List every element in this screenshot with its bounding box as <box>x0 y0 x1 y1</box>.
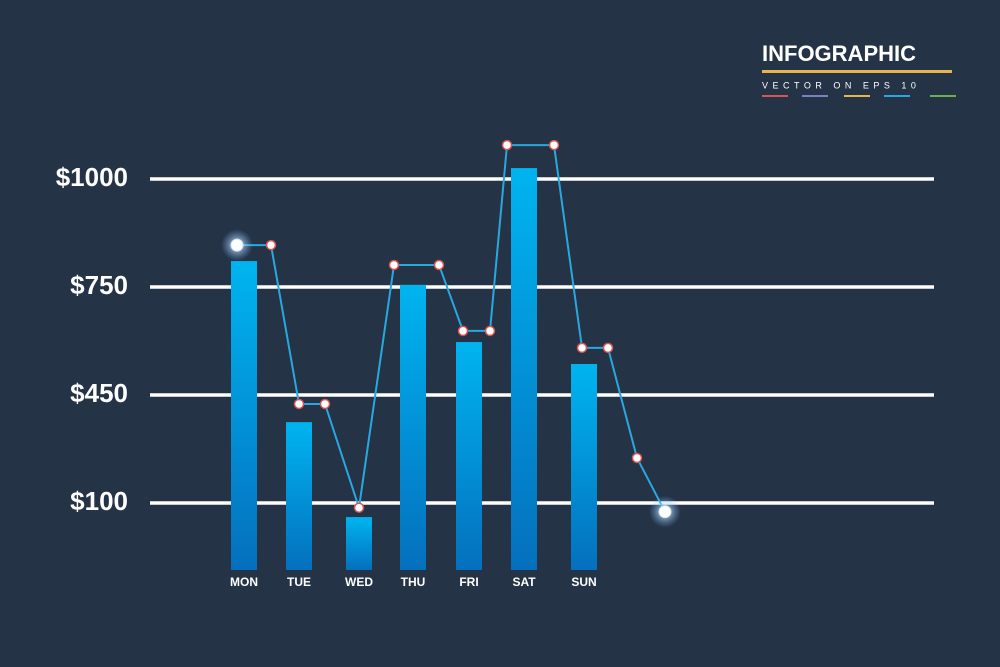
y-tick-label: $100 <box>70 486 128 516</box>
line-point <box>548 139 560 151</box>
x-tick-label: SUN <box>571 575 596 589</box>
bar <box>231 261 257 570</box>
line-point <box>265 239 277 251</box>
line-point <box>433 259 445 271</box>
line-point <box>484 325 496 337</box>
y-tick-label: $750 <box>70 270 128 300</box>
bar <box>286 422 312 570</box>
bar <box>571 364 597 570</box>
bar <box>400 284 426 570</box>
y-tick-label: $450 <box>70 378 128 408</box>
header-subtitle: VECTOR ON EPS 10 <box>762 80 920 90</box>
x-tick-label: SAT <box>512 575 536 589</box>
color-dashes <box>762 95 956 97</box>
line-point <box>353 502 365 513</box>
y-tick-label: $1000 <box>56 162 128 192</box>
bar <box>456 342 482 570</box>
bar <box>511 168 537 570</box>
line-point <box>388 259 400 271</box>
line-point <box>230 238 244 252</box>
x-tick-label: TUE <box>287 575 311 589</box>
x-tick-label: THU <box>401 575 426 589</box>
line-point <box>576 342 588 354</box>
line-point <box>293 398 305 410</box>
x-tick-label: MON <box>230 575 258 589</box>
line-point <box>501 139 513 151</box>
header-title: INFOGRAPHIC <box>762 41 916 66</box>
x-tick-label: WED <box>345 575 373 589</box>
x-tick-label: FRI <box>459 575 478 589</box>
bar <box>346 517 372 570</box>
title-underline <box>762 70 952 73</box>
line-point <box>631 452 643 464</box>
line-point <box>319 398 331 410</box>
line-point <box>457 325 469 337</box>
line-point <box>602 342 614 354</box>
line-point <box>658 505 672 519</box>
